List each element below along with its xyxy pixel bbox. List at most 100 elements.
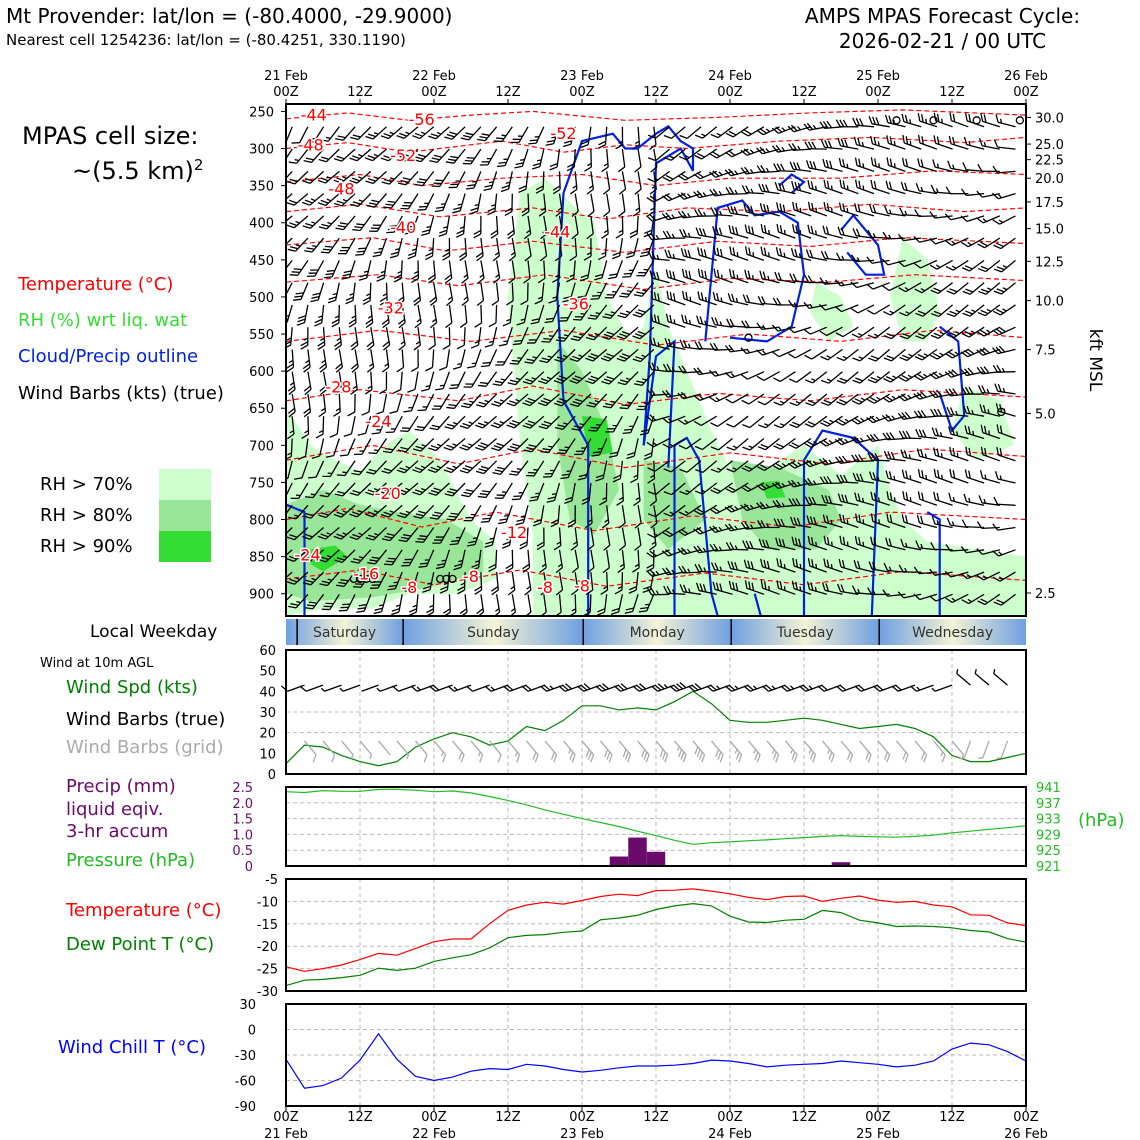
wind-barb (789, 161, 812, 173)
surface-barb (974, 669, 990, 686)
wind-barb (524, 237, 532, 262)
wind-barb (608, 438, 624, 458)
wind-barb (333, 527, 356, 540)
wind-barb (504, 193, 513, 217)
wind-barb (852, 348, 875, 362)
wind-barb (444, 260, 453, 284)
wind-barb (333, 193, 356, 207)
wind-barb (587, 193, 595, 217)
surface-barb (361, 684, 379, 692)
wind-barb (367, 549, 388, 565)
wind-barb (836, 474, 859, 484)
wind-barb (727, 292, 749, 306)
wind-barb (961, 259, 985, 272)
wind-barb (693, 170, 717, 180)
wind-barb (364, 504, 387, 518)
wind-barb (960, 348, 985, 358)
wind-barb (901, 157, 922, 173)
grid-barb (859, 740, 872, 763)
wind-barb (524, 348, 545, 364)
wind-barb (791, 180, 812, 195)
surface-barb (632, 683, 657, 692)
wind-barb (412, 482, 435, 496)
wind-barb (885, 470, 906, 484)
wind-barb (634, 505, 642, 529)
wind-barb (616, 326, 639, 340)
wind-barb (788, 371, 812, 383)
wind-barb (835, 326, 859, 338)
wind-barb (882, 393, 906, 403)
wind-barb (932, 159, 953, 173)
top-hour-label: 00Z (865, 85, 891, 100)
wind-barb (389, 393, 403, 414)
bottom-date-label: 23 Feb (560, 1127, 604, 1140)
grid-barb (674, 740, 687, 763)
wind-barb (535, 171, 545, 194)
wind-barb (569, 348, 592, 362)
calm-dot (349, 574, 358, 584)
temp-contour-0 (286, 109, 1026, 121)
windchill-line (285, 1032, 1027, 1089)
wind-barb (647, 460, 670, 472)
wind-barb (725, 541, 749, 551)
wind-barb (917, 134, 938, 150)
wind-barb (594, 260, 608, 281)
wind-barb (286, 527, 293, 541)
wind-barb (807, 557, 828, 573)
wind-barb (463, 371, 482, 388)
wind-barb (475, 238, 484, 262)
wind-barb (544, 304, 561, 324)
wind-barb (356, 594, 372, 613)
wind-barb (286, 193, 293, 206)
wind-barb (979, 470, 1000, 484)
wind-barb (805, 249, 827, 262)
wind-barb (484, 527, 498, 548)
wind-barb (854, 535, 875, 551)
wind-barb (286, 349, 295, 373)
wind-barb (819, 476, 843, 485)
wind-barb (744, 246, 765, 262)
wind-barb (728, 225, 749, 239)
wind-barb (365, 304, 374, 329)
wind-barb (446, 393, 466, 410)
wind-barb (756, 348, 780, 356)
wind-barb (514, 148, 529, 169)
wind-barb (931, 304, 954, 318)
wind-barb (870, 513, 890, 529)
bottom-hour-label: 00Z (865, 1110, 891, 1125)
wind-barb (558, 304, 576, 322)
surface-barb (725, 684, 749, 692)
wind-barb (776, 223, 796, 239)
wind-barb (961, 386, 985, 395)
wind-barb (771, 126, 796, 134)
wind-barb (694, 563, 717, 573)
wind-barb (883, 371, 906, 383)
wind-barb (992, 345, 1016, 355)
wind-barb (413, 282, 422, 306)
wind-barb (978, 137, 1000, 150)
grid-barb (563, 740, 576, 763)
wind-barb (611, 238, 624, 260)
wind-barb (497, 148, 513, 168)
wind-barb (443, 460, 466, 474)
wind-barb (886, 513, 906, 529)
pressure-tick-label: 600 (249, 365, 274, 380)
wind-barb (882, 231, 906, 240)
wind-barb (708, 369, 733, 377)
wind-barb (883, 348, 906, 362)
wind-barb (508, 260, 516, 284)
wind-barb (404, 571, 419, 592)
wind-barb (426, 594, 435, 616)
wind-barb (429, 415, 450, 431)
wind-barb (475, 438, 498, 451)
wind-barb (461, 482, 482, 498)
bottom-date-label: 22 Feb (412, 1127, 456, 1140)
wind-barb (527, 326, 545, 344)
wind-barb (820, 348, 843, 361)
wind-barb (537, 260, 546, 284)
wind-barb (560, 460, 576, 480)
wind-barb (866, 393, 891, 404)
wind-barb (286, 215, 309, 229)
wind-barb (393, 260, 403, 283)
wind-barb (618, 193, 626, 217)
